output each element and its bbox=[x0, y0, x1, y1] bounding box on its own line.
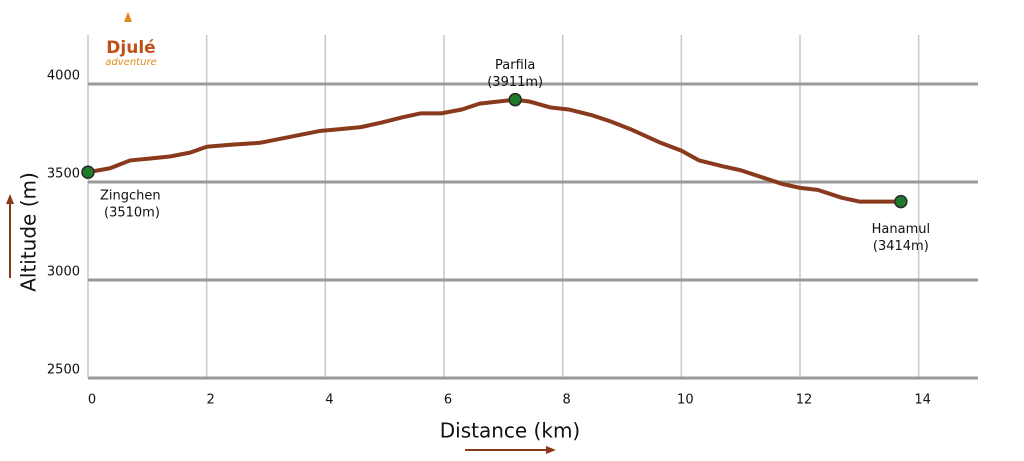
waypoint-marker bbox=[894, 194, 908, 209]
waypoint-name: Parfila bbox=[495, 58, 535, 73]
x-tick-label: 8 bbox=[563, 393, 571, 408]
waypoint-altitude: (3414m) bbox=[873, 239, 929, 254]
waypoint-marker bbox=[81, 165, 95, 179]
y-tick-label: 3500 bbox=[47, 167, 80, 182]
y-arrow-head bbox=[6, 194, 14, 204]
elevation-line bbox=[87, 97, 901, 204]
waypoint-name: Zingchen bbox=[100, 189, 161, 204]
x-tick-label: 10 bbox=[677, 393, 694, 408]
waypoint-altitude: (3911m) bbox=[487, 75, 543, 90]
logo-tagline: adventure bbox=[105, 57, 156, 68]
y-tick-label: 2500 bbox=[47, 363, 80, 378]
x-tick-label: 4 bbox=[325, 393, 333, 408]
x-tick-label: 6 bbox=[444, 393, 452, 408]
y-tick-label: 3000 bbox=[47, 265, 80, 280]
logo-icon bbox=[124, 12, 132, 22]
waypoint-altitude: (3510m) bbox=[104, 206, 160, 221]
waypoint-marker bbox=[508, 92, 522, 107]
x-tick-label: 0 bbox=[88, 393, 96, 408]
x-tick-label: 2 bbox=[207, 393, 215, 408]
waypoint-name: Hanamul bbox=[872, 222, 930, 237]
y-axis-label: Altitude (m) bbox=[17, 172, 41, 292]
x-tick-label: 12 bbox=[796, 393, 813, 408]
x-arrow-head bbox=[546, 446, 556, 454]
y-tick-label: 4000 bbox=[47, 69, 80, 84]
x-tick-label: 14 bbox=[914, 393, 931, 408]
logo-name: Djulé bbox=[106, 38, 155, 58]
x-axis-label: Distance (km) bbox=[440, 419, 580, 443]
